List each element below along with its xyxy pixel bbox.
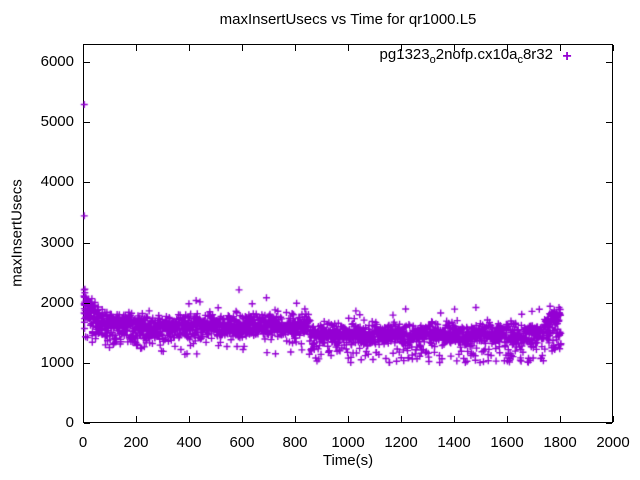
y-tick-right [606,423,612,424]
x-tick-label: 1800 [543,434,577,451]
y-tick-right [606,182,612,184]
x-tick [295,416,296,422]
x-tick-top [348,45,349,51]
x-tick [83,416,84,422]
y-tick-label: 4000 [40,173,74,191]
x-tick-label: 1400 [437,434,471,451]
x-tick [136,416,137,422]
x-tick [189,416,190,422]
x-tick [401,416,402,422]
x-tick-top [295,45,296,51]
x-axis-label: Time(s) [322,452,374,469]
x-tick-top [560,45,561,51]
y-tick [84,62,90,64]
chart-title: maxInsertUsecs vs Time for qr1000.L5 [219,11,477,28]
x-tick-top [613,45,614,51]
y-tick-label: 1000 [40,353,74,371]
scatter-points-canvas [75,36,623,433]
x-tick [348,416,349,422]
x-tick [242,416,243,422]
x-tick-label: 1000 [331,434,365,451]
x-tick [507,416,508,422]
x-tick-top [189,45,190,51]
y-tick [84,423,90,424]
y-tick-label: 2000 [40,293,74,311]
y-tick-right [606,362,612,364]
x-tick-top [83,45,84,51]
x-tick [454,416,455,422]
x-tick-top [136,45,137,51]
y-tick-right [606,302,612,304]
y-tick-label: 6000 [40,53,74,71]
y-tick [84,302,90,304]
legend-plus-marker: + [562,48,572,65]
legend-series-label: pg1323o2nofp.cx10ac8r32 [379,45,553,66]
x-tick-label: 1600 [490,434,524,451]
y-tick-label: 5000 [40,113,74,131]
x-tick [613,416,614,422]
x-tick-top [507,45,508,51]
plot-area: pg1323o2nofp.cx10ac8r32 + [75,36,623,433]
y-tick-right [606,122,612,124]
x-tick [560,416,561,422]
y-tick-right [606,242,612,244]
y-tick-right [606,62,612,64]
y-tick [84,362,90,364]
y-tick-label: 0 [65,414,74,431]
y-tick-label: 3000 [40,233,74,251]
x-tick-label: 2000 [596,434,630,451]
y-tick [84,242,90,244]
x-tick-top [454,45,455,51]
x-tick-top [401,45,402,51]
x-tick-label: 0 [78,434,88,451]
x-tick-label: 600 [229,434,255,451]
x-tick-label: 200 [123,434,149,451]
legend: pg1323o2nofp.cx10ac8r32 + [84,45,581,66]
x-tick-label: 800 [282,434,308,451]
y-tick [84,122,90,124]
x-tick-label: 1200 [384,434,418,451]
x-tick-top [242,45,243,51]
x-tick-label: 400 [176,434,202,451]
y-tick [84,182,90,184]
